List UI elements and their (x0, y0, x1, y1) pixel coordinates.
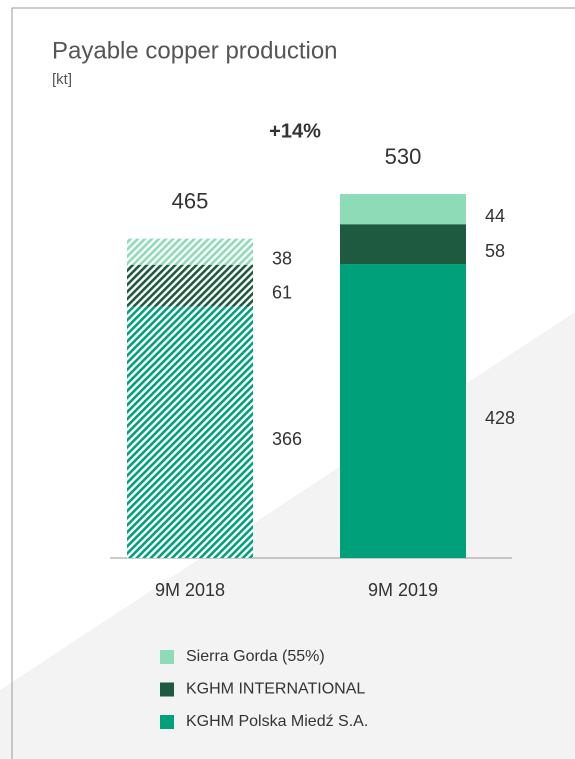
legend-swatch (160, 715, 174, 729)
bar-segment (127, 238, 253, 265)
bar-segment (127, 306, 253, 558)
legend-swatch (160, 650, 174, 664)
x-tick-label: 9M 2018 (155, 580, 225, 600)
data-label: 428 (485, 408, 515, 428)
legend-label: KGHM INTERNATIONAL (186, 681, 365, 698)
data-label: 58 (485, 241, 505, 261)
x-tick-label: 9M 2019 (368, 580, 438, 600)
total-label: 465 (172, 188, 209, 213)
data-label: 366 (272, 429, 302, 449)
data-label: 44 (485, 206, 505, 226)
annotation: +14% (269, 120, 321, 142)
legend-label: KGHM Polska Miedź S.A. (186, 713, 368, 730)
bar-segment (340, 224, 466, 265)
total-label: 530 (385, 144, 422, 169)
data-label: 38 (272, 248, 292, 268)
bar-segment (340, 194, 466, 225)
chart-title: Payable copper production (52, 37, 338, 64)
legend-swatch (160, 682, 174, 697)
chart-subtitle: [kt] (52, 71, 72, 88)
legend-label: Sierra Gorda (55%) (186, 648, 325, 665)
bar-segment (127, 264, 253, 307)
data-label: 61 (272, 282, 292, 302)
frame (11, 7, 575, 759)
bar-segment (340, 264, 466, 558)
